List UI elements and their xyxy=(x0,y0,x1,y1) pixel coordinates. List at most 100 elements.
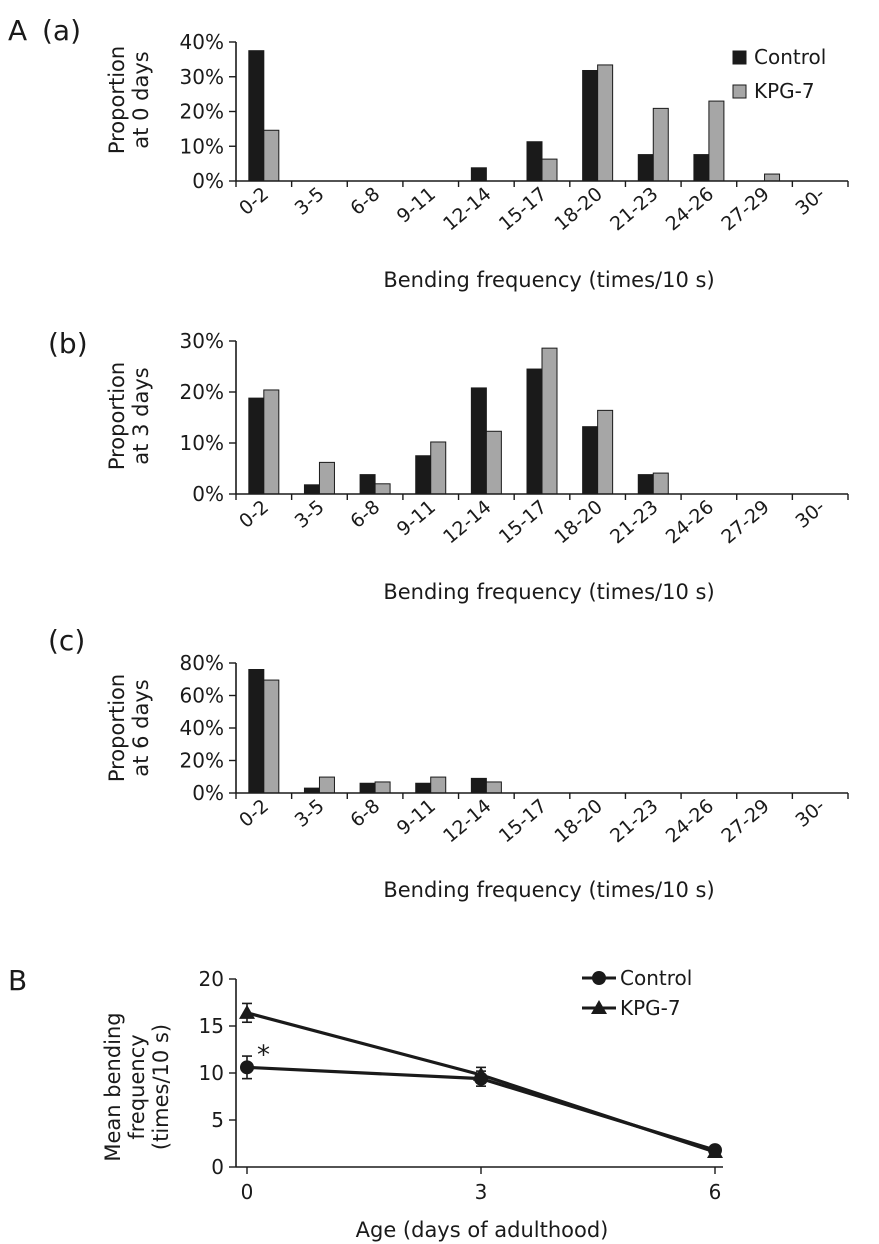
panel-b-xtick-label: 18-20 xyxy=(550,496,606,548)
panel-c-bar-kpg7 xyxy=(485,781,502,794)
panel-c-xtick-label: 18-20 xyxy=(550,795,606,847)
panel-b-xlabel: Bending frequency (times/10 s) xyxy=(383,580,714,604)
panel-b-bar-kpg7 xyxy=(652,472,669,495)
panel-a-xtick-label: 6-8 xyxy=(346,183,384,220)
legend-swatch-control xyxy=(732,50,747,65)
panel-c-xtick-label: 24-26 xyxy=(662,795,718,847)
panel-a-xtick-label: 27-29 xyxy=(717,183,773,235)
panel-b-bar-kpg7 xyxy=(430,441,447,495)
panel-c-bar-kpg7 xyxy=(318,776,335,794)
panel-c-ylabel-line1: Proportion xyxy=(105,674,129,782)
panel-b-bar-control xyxy=(303,484,320,495)
panel-a-bar-kpg7 xyxy=(764,173,781,182)
panel-B-point-control xyxy=(240,1060,254,1075)
panel-c-xtick-label: 21-23 xyxy=(606,795,662,847)
panel-a-ylabel: Proportion at 0 days xyxy=(105,46,153,154)
panel-a-ylabel-line2: at 0 days xyxy=(129,51,153,148)
panel-B-ytick-label: 0 xyxy=(211,1155,224,1179)
panel-b-ytick-label: 20% xyxy=(180,380,224,404)
panel-a-xlabel: Bending frequency (times/10 s) xyxy=(383,268,714,292)
panel-b-yticks: 0% 10% 20% 30% xyxy=(180,329,237,506)
panel-B-yticks: 0 5 10 15 20 xyxy=(199,967,237,1179)
panel-B-point-kpg7 xyxy=(239,1004,255,1019)
panel-b-xtick-label: 9-11 xyxy=(393,496,440,541)
panel-c-ytick-label: 40% xyxy=(180,716,224,740)
panel-c-xtick-label: 0-2 xyxy=(235,795,273,832)
panel-a: Proportion at 0 days 0% 10% 20% 30% 40% 0-2 3… xyxy=(105,30,849,292)
panel-a-ytick-label: 0% xyxy=(192,169,224,193)
panel-B-ytick-label: 5 xyxy=(211,1108,224,1132)
panel-B-xtick-label: 0 xyxy=(241,1180,254,1204)
panel-b-xtick-label: 15-17 xyxy=(495,496,551,548)
panel-b-bar-control xyxy=(582,426,599,495)
panel-a-ytick-label: 20% xyxy=(180,100,224,124)
panel-b-xtick-label: 12-14 xyxy=(439,496,495,548)
panel-B-ylabel: Mean bending frequency (times/10 s) xyxy=(101,1012,173,1161)
panel-B: Mean bending frequency (times/10 s) 0 5 10… xyxy=(101,966,723,1242)
panel-a-bar-control xyxy=(693,154,710,182)
panel-b-bar-control xyxy=(415,455,432,495)
panel-B-point-kpg7 xyxy=(473,1066,489,1081)
panel-label-B: B xyxy=(8,964,27,997)
panel-a-xtick-label: 21-23 xyxy=(606,183,662,235)
panel-b-xtick-label: 0-2 xyxy=(235,496,273,533)
panel-b-xtick-label: 6-8 xyxy=(346,496,384,533)
panel-a-xtick-label: 24-26 xyxy=(662,183,718,235)
panel-c-ytick-label: 20% xyxy=(180,749,224,773)
panel-b-xtick-label: 21-23 xyxy=(606,496,662,548)
panel-B-series xyxy=(239,1002,723,1158)
panel-B-xtick-label: 3 xyxy=(475,1180,488,1204)
panel-a-ytick-label: 40% xyxy=(180,30,224,54)
panel-b-bar-kpg7 xyxy=(374,483,391,495)
panel-c-bar-kpg7 xyxy=(263,679,280,794)
panel-b-bar-kpg7 xyxy=(318,461,335,495)
panel-label-c: (c) xyxy=(48,624,85,657)
panel-B-xticks: 0 3 6 xyxy=(236,1166,723,1204)
panel-a-bar-control xyxy=(248,50,265,182)
panel-a-yticks: 0% 10% 20% 30% 40% xyxy=(180,30,237,193)
legend-label-control: Control xyxy=(754,45,826,69)
legend-swatch-kpg7 xyxy=(732,84,747,99)
panel-a-bar-kpg7 xyxy=(652,107,669,182)
panel-b-bar-kpg7 xyxy=(263,389,280,495)
legend-B-label-control: Control xyxy=(620,966,692,990)
panel-b-bar-control xyxy=(248,397,265,495)
panel-a-bar-control xyxy=(637,154,654,182)
panel-B-annotation: * xyxy=(257,1040,270,1070)
panel-c-bar-kpg7 xyxy=(374,781,391,794)
panel-B-legend: Control KPG-7 xyxy=(582,966,692,1020)
legend-label-kpg7: KPG-7 xyxy=(754,79,815,103)
panel-a-bar-control xyxy=(470,167,487,182)
panel-a-xtick-label: 12-14 xyxy=(439,183,495,235)
legend-B-label-kpg7: KPG-7 xyxy=(620,996,681,1020)
panel-c-yticks: 0% 20% 40% 60% 80% xyxy=(180,651,237,805)
panel-c-ytick-label: 80% xyxy=(180,651,224,675)
panel-a-bar-kpg7 xyxy=(597,64,614,182)
panel-label-a: (a) xyxy=(42,14,81,47)
panel-B-xtick-label: 6 xyxy=(709,1180,722,1204)
panel-c-xtick-label: 12-14 xyxy=(439,795,495,847)
panel-label-b: (b) xyxy=(48,327,88,360)
panel-a-legend: Control KPG-7 xyxy=(732,45,826,103)
panel-B-point-kpg7 xyxy=(707,1143,723,1158)
panel-a-bar-kpg7 xyxy=(263,129,280,182)
panel-b-bar-kpg7 xyxy=(485,430,502,495)
panel-c-xtick-label: 9-11 xyxy=(393,795,440,840)
panel-a-bar-kpg7 xyxy=(708,100,725,182)
panel-b: Proportion at 3 days 0% 10% 20% 30% 0-2 3-5 6… xyxy=(105,329,849,604)
panel-a-ytick-label: 10% xyxy=(180,134,224,158)
panel-c-xtick-label: 15-17 xyxy=(495,795,551,847)
panel-c-bar-control xyxy=(470,777,487,794)
panel-c-ytick-label: 0% xyxy=(192,781,224,805)
panel-c-xtick-label: 6-8 xyxy=(346,795,384,832)
panel-a-bar-kpg7 xyxy=(541,158,558,182)
panel-b-ylabel: Proportion at 3 days xyxy=(105,362,153,470)
panel-b-bar-control xyxy=(470,387,487,495)
panel-B-ytick-label: 15 xyxy=(199,1014,224,1038)
panel-a-xticks: 0-2 3-5 6-8 9-11 12-14 15-17 18-20 21-23 24-26 27… xyxy=(235,180,849,235)
panel-b-bar-control xyxy=(359,474,376,495)
panel-b-bar-kpg7 xyxy=(597,409,614,495)
panel-b-bar-control xyxy=(637,474,654,495)
panel-a-xtick-label: 0-2 xyxy=(235,183,273,220)
panel-c-bars xyxy=(248,669,502,794)
